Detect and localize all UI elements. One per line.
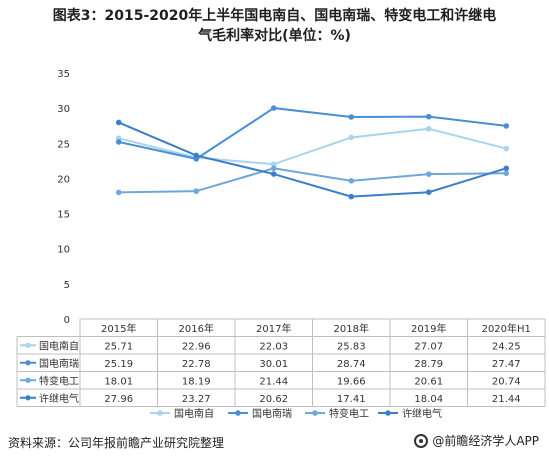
data-point [270, 161, 277, 167]
x-category-label: 2018年 [334, 322, 369, 335]
table-cell-value: 28.74 [337, 359, 366, 370]
table-cell-value: 25.71 [104, 341, 133, 352]
data-point [115, 139, 122, 145]
legend-marker [157, 410, 163, 416]
brand-mark: @前瞻经济学人APP [414, 432, 539, 449]
x-category-label: 2019年 [411, 322, 446, 335]
chart-title-line2: 气毛利率对比(单位：%) [198, 28, 351, 44]
table-cell-value: 18.19 [182, 376, 211, 387]
data-point [425, 125, 432, 132]
data-point [425, 189, 432, 196]
table-cell-value: 25.19 [104, 359, 133, 370]
legend-label: 国电南自 [174, 407, 214, 420]
table-cell-value: 24.25 [492, 341, 521, 352]
table-cell-value: 18.01 [104, 376, 133, 387]
table-cell-value: 19.66 [337, 376, 366, 387]
table-cell-value: 20.61 [414, 376, 443, 387]
data-point [193, 188, 200, 194]
y-tick-label: 15 [57, 210, 70, 221]
table-cell-value: 27.47 [492, 359, 521, 370]
table-cell-value: 27.96 [104, 394, 133, 405]
legend-label: 特变电工 [329, 407, 369, 420]
table-cell-value: 17.41 [337, 394, 366, 405]
data-point [503, 123, 510, 129]
data-point [193, 152, 200, 159]
series-line [118, 107, 507, 160]
table-cell-value: 22.96 [182, 341, 211, 352]
data-point [425, 113, 432, 120]
data-point [115, 189, 122, 196]
legend-label: 许继电气 [402, 407, 442, 420]
table-cell-value: 22.78 [182, 359, 211, 370]
table-series-name: 特变电工 [39, 374, 79, 387]
brand-label: @前瞻经济学人APP [432, 434, 539, 448]
table-series-name: 国电南自 [39, 339, 79, 352]
series-line [118, 127, 507, 166]
table-cell-value: 27.07 [414, 341, 443, 352]
legend-marker [312, 410, 318, 416]
legend-marker [235, 410, 241, 416]
chart-title: 图表3：2015-2020年上半年国电南自、国电南瑞、特变电工和许继电 气毛利率… [0, 6, 549, 46]
table-cell-value: 25.83 [337, 341, 366, 352]
table-cell-value: 22.03 [259, 341, 288, 352]
y-tick-label: 5 [64, 280, 70, 291]
data-point [348, 114, 355, 120]
y-tick-label: 30 [57, 104, 70, 115]
table-cell-value: 20.74 [492, 376, 521, 387]
table-cell-value: 28.79 [414, 359, 443, 370]
table-series-key-marker [25, 342, 31, 348]
data-point [348, 193, 355, 200]
table-cell-value: 18.04 [414, 394, 443, 405]
table-series-key-marker [25, 395, 31, 401]
table-cell-value: 21.44 [492, 394, 521, 405]
data-point [270, 171, 277, 177]
table-cell-value: 30.01 [259, 359, 288, 370]
series-line [118, 121, 507, 198]
legend-marker [385, 410, 391, 416]
table-cell-value: 20.62 [259, 394, 288, 405]
x-category-label: 2016年 [179, 322, 214, 335]
x-category-label: 2015年 [101, 322, 136, 335]
data-point [503, 145, 510, 152]
source-note: 资料来源：公司年报前瞻产业研究院整理 [8, 436, 225, 450]
qianzhan-logo-icon [414, 433, 429, 448]
data-point [270, 105, 277, 111]
chart-title-line1: 图表3：2015-2020年上半年国电南自、国电南瑞、特变电工和许继电 [52, 8, 497, 24]
data-point [425, 171, 432, 177]
y-tick-label: 10 [57, 245, 70, 256]
data-point [115, 119, 122, 126]
series-line [118, 167, 507, 194]
legend-label: 国电南瑞 [252, 407, 292, 420]
data-point [348, 134, 355, 141]
table-series-key-marker [25, 360, 31, 366]
data-point [348, 178, 355, 184]
table-cell-value: 21.44 [259, 376, 288, 387]
data-point [503, 170, 510, 177]
data-point [503, 165, 510, 172]
data-point [270, 165, 277, 172]
x-category-label: 2020年H1 [482, 322, 531, 335]
y-tick-label: 35 [57, 69, 70, 80]
y-tick-label: 20 [57, 174, 70, 185]
table-series-name: 许继电气 [39, 392, 79, 405]
table-series-name: 国电南瑞 [39, 357, 79, 370]
table-cell-value: 23.27 [182, 394, 211, 405]
x-category-label: 2017年 [256, 322, 291, 335]
table-series-key-marker [25, 377, 31, 383]
y-tick-label: 0 [64, 315, 70, 326]
y-tick-label: 25 [57, 139, 70, 150]
